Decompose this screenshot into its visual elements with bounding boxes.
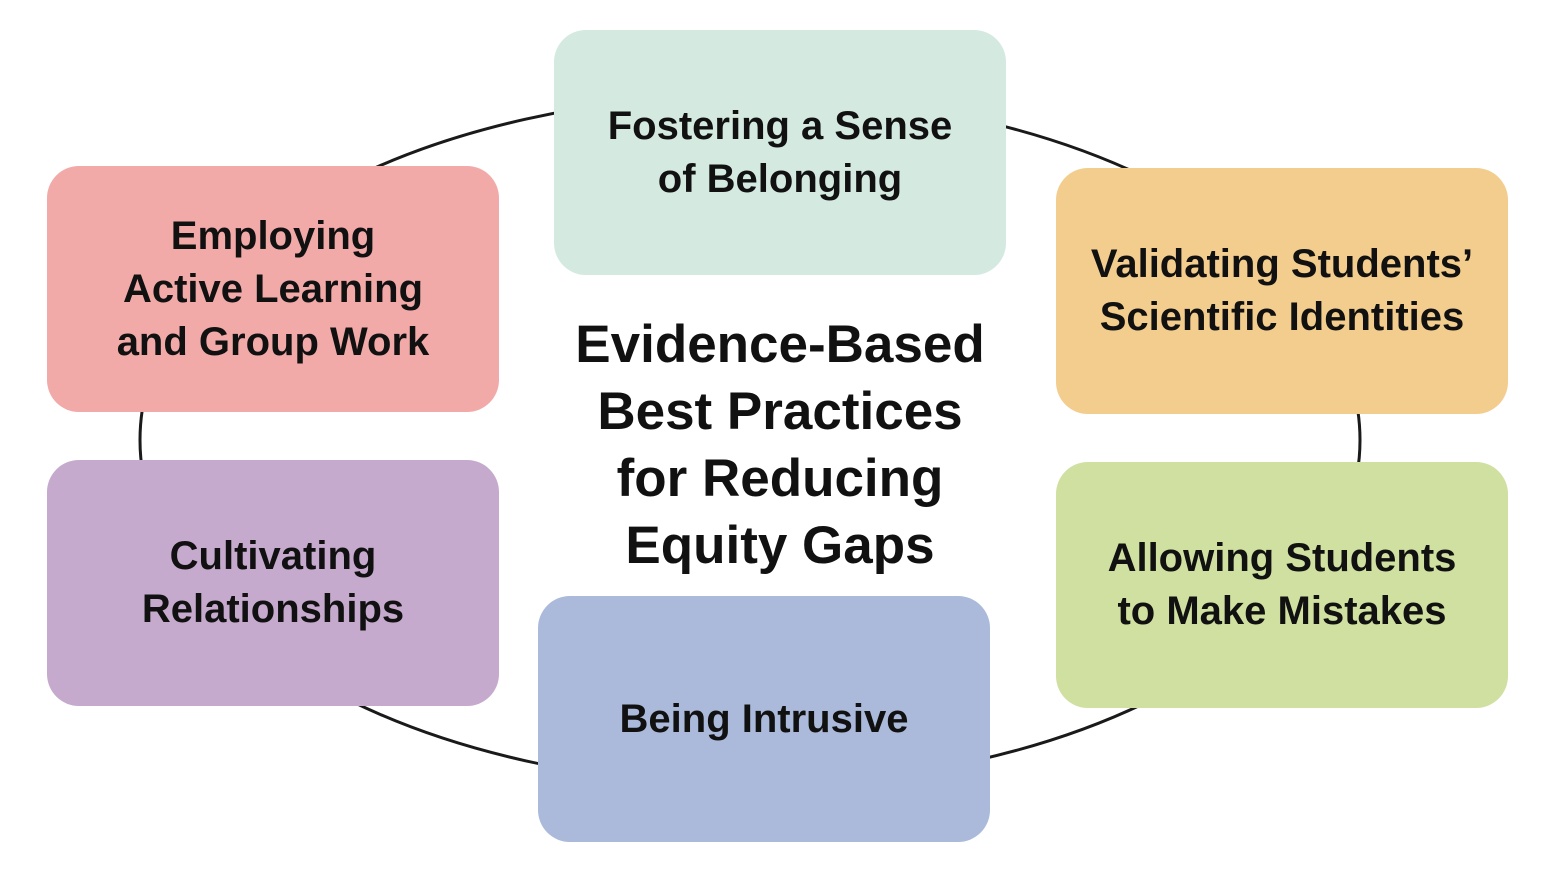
- practice-label-allowing-mistakes: Allowing Students to Make Mistakes: [1107, 536, 1457, 633]
- practice-box-allowing-mistakes: Allowing Students to Make Mistakes: [1056, 462, 1508, 708]
- practice-label-being-intrusive: Being Intrusive: [619, 696, 909, 741]
- practice-label-active-learning: Employing Active Learning and Group Work: [116, 213, 430, 364]
- practice-label-validating-identities: Validating Students’ Scientific Identiti…: [1090, 242, 1474, 339]
- practice-label-cultivating-relationships: Cultivating Relationships: [141, 534, 405, 631]
- practice-box-active-learning: Employing Active Learning and Group Work: [47, 166, 499, 412]
- practice-box-fostering-belonging: Fostering a Sense of Belonging: [554, 30, 1006, 275]
- practice-label-fostering-belonging: Fostering a Sense of Belonging: [607, 103, 953, 201]
- center-title: Evidence-Based Best Practices for Reduci…: [575, 315, 985, 575]
- practice-box-cultivating-relationships: Cultivating Relationships: [47, 460, 499, 706]
- practice-box-validating-identities: Validating Students’ Scientific Identiti…: [1056, 168, 1508, 414]
- practice-box-being-intrusive: Being Intrusive: [538, 596, 990, 842]
